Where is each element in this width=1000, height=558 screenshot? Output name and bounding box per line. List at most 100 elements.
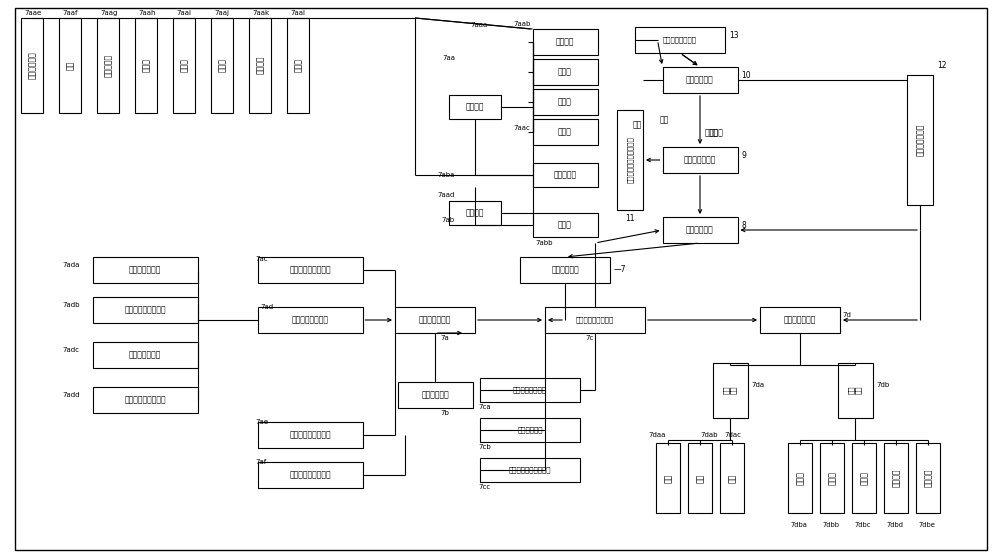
Text: 不满足: 不满足 [710, 128, 724, 137]
Text: 7aae: 7aae [24, 10, 41, 16]
Bar [712, 363, 748, 417]
Text: 7aag: 7aag [100, 10, 117, 16]
Bar [59, 17, 81, 113]
Text: 7dbb: 7dbb [822, 522, 839, 528]
Text: 智能建模模块: 智能建模模块 [551, 266, 579, 275]
Text: 7ad: 7ad [260, 304, 273, 310]
Bar [688, 443, 712, 513]
Text: 智能评价总单元: 智能评价总单元 [784, 315, 816, 325]
Text: 7dab: 7dab [700, 432, 718, 438]
Bar [480, 378, 580, 402]
Text: 稳定性: 稳定性 [828, 471, 836, 485]
Text: 满足: 满足 [660, 116, 669, 124]
Bar [258, 462, 362, 488]
Bar [258, 422, 362, 448]
Text: 7ca: 7ca [478, 404, 491, 410]
Text: 7cc: 7cc [478, 484, 490, 490]
Text: 7c: 7c [585, 335, 593, 341]
Text: 智能计算模块: 智能计算模块 [686, 225, 714, 234]
Text: 7dbd: 7dbd [886, 522, 903, 528]
Bar [532, 213, 598, 237]
Bar [662, 67, 738, 93]
Text: 不满足: 不满足 [705, 128, 719, 137]
Text: 构件计划画面显示: 构件计划画面显示 [513, 387, 547, 393]
Bar [656, 443, 680, 513]
Bar [395, 307, 475, 333]
Bar [92, 257, 198, 283]
Bar [820, 443, 844, 513]
Bar [92, 342, 198, 368]
Text: 10: 10 [742, 70, 751, 79]
Bar [532, 29, 598, 55]
Bar [480, 418, 580, 442]
Text: 7b: 7b [440, 410, 449, 416]
Text: 7adc: 7adc [62, 347, 80, 353]
Bar [662, 217, 738, 243]
Text: 刚度比: 刚度比 [218, 58, 226, 72]
Text: 7da: 7da [752, 382, 765, 388]
Text: 7aak: 7aak [252, 10, 269, 16]
Text: 7af: 7af [255, 459, 266, 465]
Text: 7d: 7d [842, 312, 851, 318]
Bar [788, 443, 812, 513]
Text: 楼到最大位移: 楼到最大位移 [28, 51, 36, 79]
Bar [532, 163, 598, 187]
Text: —7: —7 [614, 266, 626, 275]
Text: 材料力学性能计算模型: 材料力学性能计算模型 [509, 466, 551, 473]
Text: 7ae: 7ae [255, 419, 268, 425]
Text: 规范度: 规范度 [558, 68, 572, 76]
Text: 前件及查询描述: 前件及查询描述 [916, 124, 924, 156]
Text: 多指标多目标优化: 多指标多目标优化 [663, 37, 697, 44]
Text: 7daa: 7daa [648, 432, 665, 438]
Bar [449, 95, 501, 119]
Text: 11: 11 [625, 214, 635, 223]
Bar [916, 443, 940, 513]
Bar [884, 443, 908, 513]
Text: 承载力: 承载力 [860, 471, 868, 485]
Bar [449, 201, 501, 225]
Text: 7aaj: 7aaj [214, 10, 229, 16]
Text: 8: 8 [742, 220, 746, 229]
Text: 7aab: 7aab [513, 21, 530, 27]
Text: 体系参数化单元: 体系参数化单元 [129, 350, 161, 359]
Text: 7adb: 7adb [62, 302, 80, 308]
Text: 7db: 7db [876, 382, 890, 388]
Bar [211, 17, 233, 113]
Text: 智能后处理模块: 智能后处理模块 [684, 156, 716, 165]
Text: 总参数析: 总参数析 [466, 209, 484, 218]
Bar [258, 257, 362, 283]
Text: 7aaa: 7aaa [470, 22, 487, 28]
Text: 承载力比: 承载力比 [256, 56, 264, 74]
Text: 7add: 7add [62, 392, 80, 398]
Text: 数值
模块: 数值 模块 [723, 386, 737, 395]
Bar [532, 59, 598, 85]
Bar [520, 257, 610, 283]
Text: 7aa: 7aa [442, 55, 455, 61]
Bar [532, 89, 598, 115]
Bar [173, 17, 195, 113]
Text: 优化结果: 优化结果 [556, 37, 574, 46]
Text: 工程条件参数化单元: 工程条件参数化单元 [289, 266, 331, 275]
Text: 内部数据及计算模型: 内部数据及计算模型 [576, 317, 614, 323]
Text: 层间位移比: 层间位移比 [104, 54, 112, 76]
Text: 周期比: 周期比 [142, 58, 150, 72]
Text: 方案选择控制及结果评估: 方案选择控制及结果评估 [627, 137, 633, 184]
Bar [852, 443, 876, 513]
Text: 剪重比: 剪重比 [294, 58, 302, 72]
Text: 7aah: 7aah [138, 10, 156, 16]
Bar [635, 27, 725, 53]
Text: 7a: 7a [440, 335, 449, 341]
Bar [720, 443, 744, 513]
Text: 12: 12 [937, 61, 946, 70]
Text: 7ada: 7ada [62, 262, 80, 268]
Text: 人机交互总单元: 人机交互总单元 [419, 315, 451, 325]
Text: 满足: 满足 [633, 121, 642, 129]
Text: 7cb: 7cb [478, 444, 491, 450]
Bar [21, 17, 43, 113]
Bar [532, 119, 598, 145]
Bar [258, 307, 362, 333]
Text: 7abb: 7abb [535, 240, 552, 246]
Text: 优化计算显示: 优化计算显示 [517, 427, 543, 434]
Text: 周楼主: 周楼主 [558, 220, 572, 229]
Bar [249, 17, 271, 113]
